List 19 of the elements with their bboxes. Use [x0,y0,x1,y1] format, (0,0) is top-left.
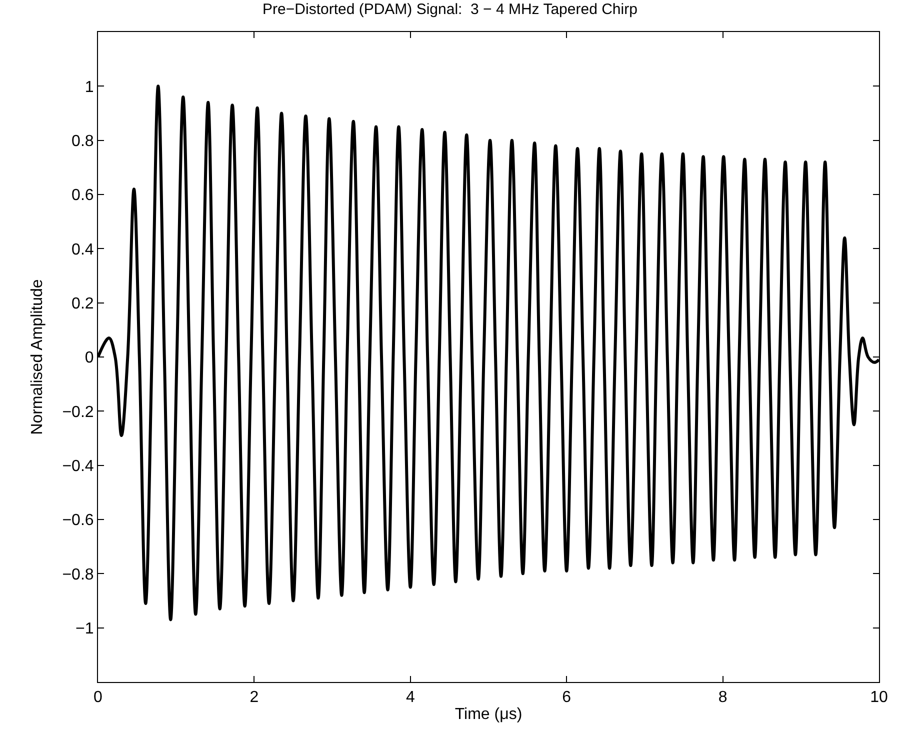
x-tick-label: 4 [406,689,415,706]
y-tick-label: −0.6 [62,512,94,530]
chart-title: Pre−Distorted (PDAM) Signal: 3 − 4 MHz Tapered Chirp [262,1,638,18]
y-tick-label: −0.2 [62,404,94,421]
y-tick-label: 0.8 [72,132,94,150]
x-tick-label: 10 [870,689,888,706]
y-tick-label: −0.8 [62,566,94,584]
x-tick-label: 6 [562,689,572,706]
x-tick-label: 2 [250,689,259,706]
y-tick-label: 1 [84,78,94,96]
y-tick-label: 0 [84,350,94,367]
y-tick-label: 0.4 [72,241,94,258]
y-tick-label: 0.2 [72,295,94,312]
y-tick-label: 0.6 [72,187,94,204]
y-tick-label: −1 [76,620,94,638]
x-tick-label: 8 [718,689,728,706]
x-axis-title: Time (μs) [454,706,522,723]
y-axis-title: Normalised Amplitude [29,279,46,435]
y-tick-label: −0.4 [62,458,94,475]
